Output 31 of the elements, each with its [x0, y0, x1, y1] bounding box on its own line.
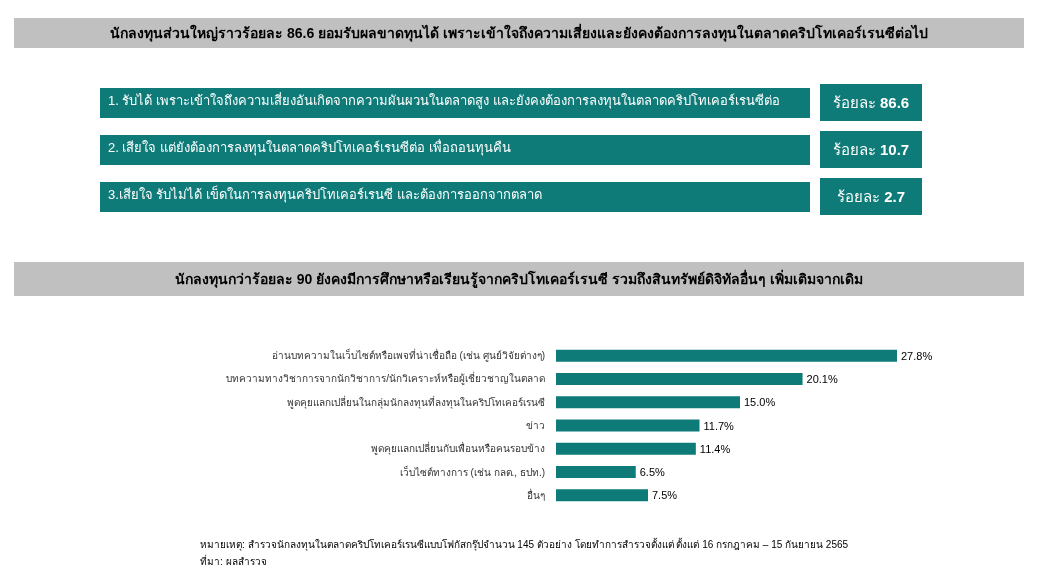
- category-label: 2. เสียใจ แต่ยังต้องการลงทุนในตลาดคริปโทเคอร์เรนซีต่อ เพื่อถอนทุนคืน: [108, 140, 511, 155]
- data-label: ร้อยละ 2.7: [836, 186, 906, 207]
- text: หมายเหตุ: สำรวจนักลงทุนในตลาดคริปโทเคอร์เรนซีแบบโฟกัสกรุ๊ปจำนวน 145 ตัวอย่าง โดยทำการสำรวจตั้งแต่ ตั้งแต่ 16 กรกฎาคม – 15 กันยายน 2565: [200, 536, 849, 553]
- bar: [556, 442, 696, 455]
- data-label: 27.8%: [901, 349, 933, 362]
- bar: [556, 466, 636, 479]
- bar: [556, 349, 897, 362]
- y-tick-label: พูดคุยแลกเปลี่ยนในกลุ่มนักลงทุนที่ลงทุนในคริปโทเคอร์เรนซี: [287, 394, 545, 409]
- data-label: 15.0%: [743, 396, 776, 409]
- data-label: 11.7%: [703, 419, 735, 432]
- y-tick-label: เว็บไซต์ทางการ (เช่น กลต., ธปท.): [399, 464, 545, 478]
- chart-title: นักลงทุนกว่าร้อยละ 90 ยังคงมีการศึกษาหรือเรียนรู้จากคริปโทเคอร์เรนซี รวมถึงสินทรัพย์ดิจิทัลอื่นๆ เพิ่มเติมจากเดิม: [174, 268, 864, 290]
- bar: [556, 372, 803, 385]
- data-label: ร้อยละ 86.6: [832, 92, 910, 113]
- data-label: 11.4%: [699, 442, 731, 455]
- category-label: 1. รับได้ เพราะเข้าใจถึงความเสี่ยงอันเกิดจากความผันผวนในตลาดสูง และยังคงต้องการลงทุนในตลาดคริปโทเคอร์เรนซีต่อ: [108, 93, 780, 108]
- bar: [556, 396, 740, 409]
- y-tick-label: ข่าว: [526, 420, 545, 431]
- data-label: 7.5%: [652, 489, 678, 502]
- y-tick-label: บทความทางวิชาการจากนักวิชาการ/นักวิเคราะห์หรือผู้เชี่ยวชาญในตลาด: [226, 371, 545, 386]
- data-label: ร้อยละ 10.7: [832, 139, 910, 160]
- text: ที่มา: ผลสำรวจ: [200, 553, 268, 569]
- bar: [556, 419, 700, 432]
- category-label: 3.เสียใจ รับไม่ได้ เข็ดในการลงทุนคริปโทเคอร์เรนซี และต้องการออกจากตลาด: [108, 187, 542, 202]
- y-tick-label: พูดคุยแลกเปลี่ยนกับเพื่อนหรือคนรอบข้าง: [371, 441, 545, 456]
- data-label: 6.5%: [639, 466, 666, 479]
- bar: [556, 489, 648, 502]
- y-tick-label: อ่านบทความในเว็บไซต์หรือเพจที่น่าเชื่อถือ (เช่น ศูนย์วิจัยต่างๆ): [271, 348, 545, 363]
- data-label: 20.1%: [806, 372, 838, 385]
- y-tick-label: อื่นๆ: [527, 487, 545, 501]
- text: นักลงทุนส่วนใหญ่ราวร้อยละ 86.6 ยอมรับผลขาดทุนได้ เพราะเข้าใจถึงความเสี่ยงและยังคงต้องการลงทุนในตลาดคริปโทเคอร์เรนซีต่อไป: [110, 22, 928, 44]
